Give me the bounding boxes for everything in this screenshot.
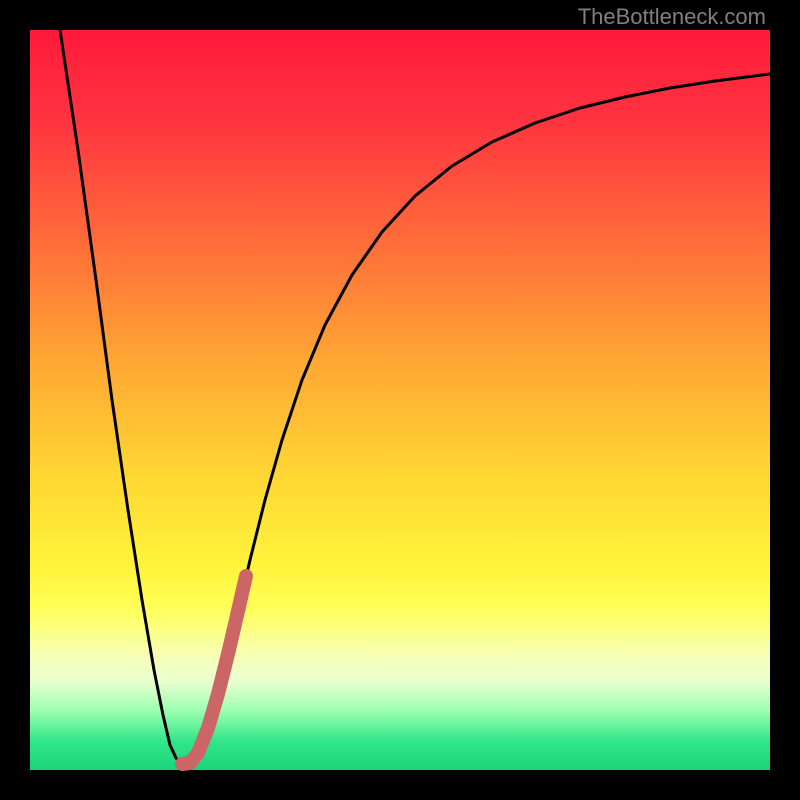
plot-background-gradient: [30, 30, 770, 770]
frame-left: [0, 30, 30, 770]
chart-container: TheBottleneck.com: [0, 0, 800, 800]
watermark-text: TheBottleneck.com: [578, 4, 766, 30]
frame-bottom: [0, 770, 800, 800]
frame-right: [770, 30, 800, 770]
